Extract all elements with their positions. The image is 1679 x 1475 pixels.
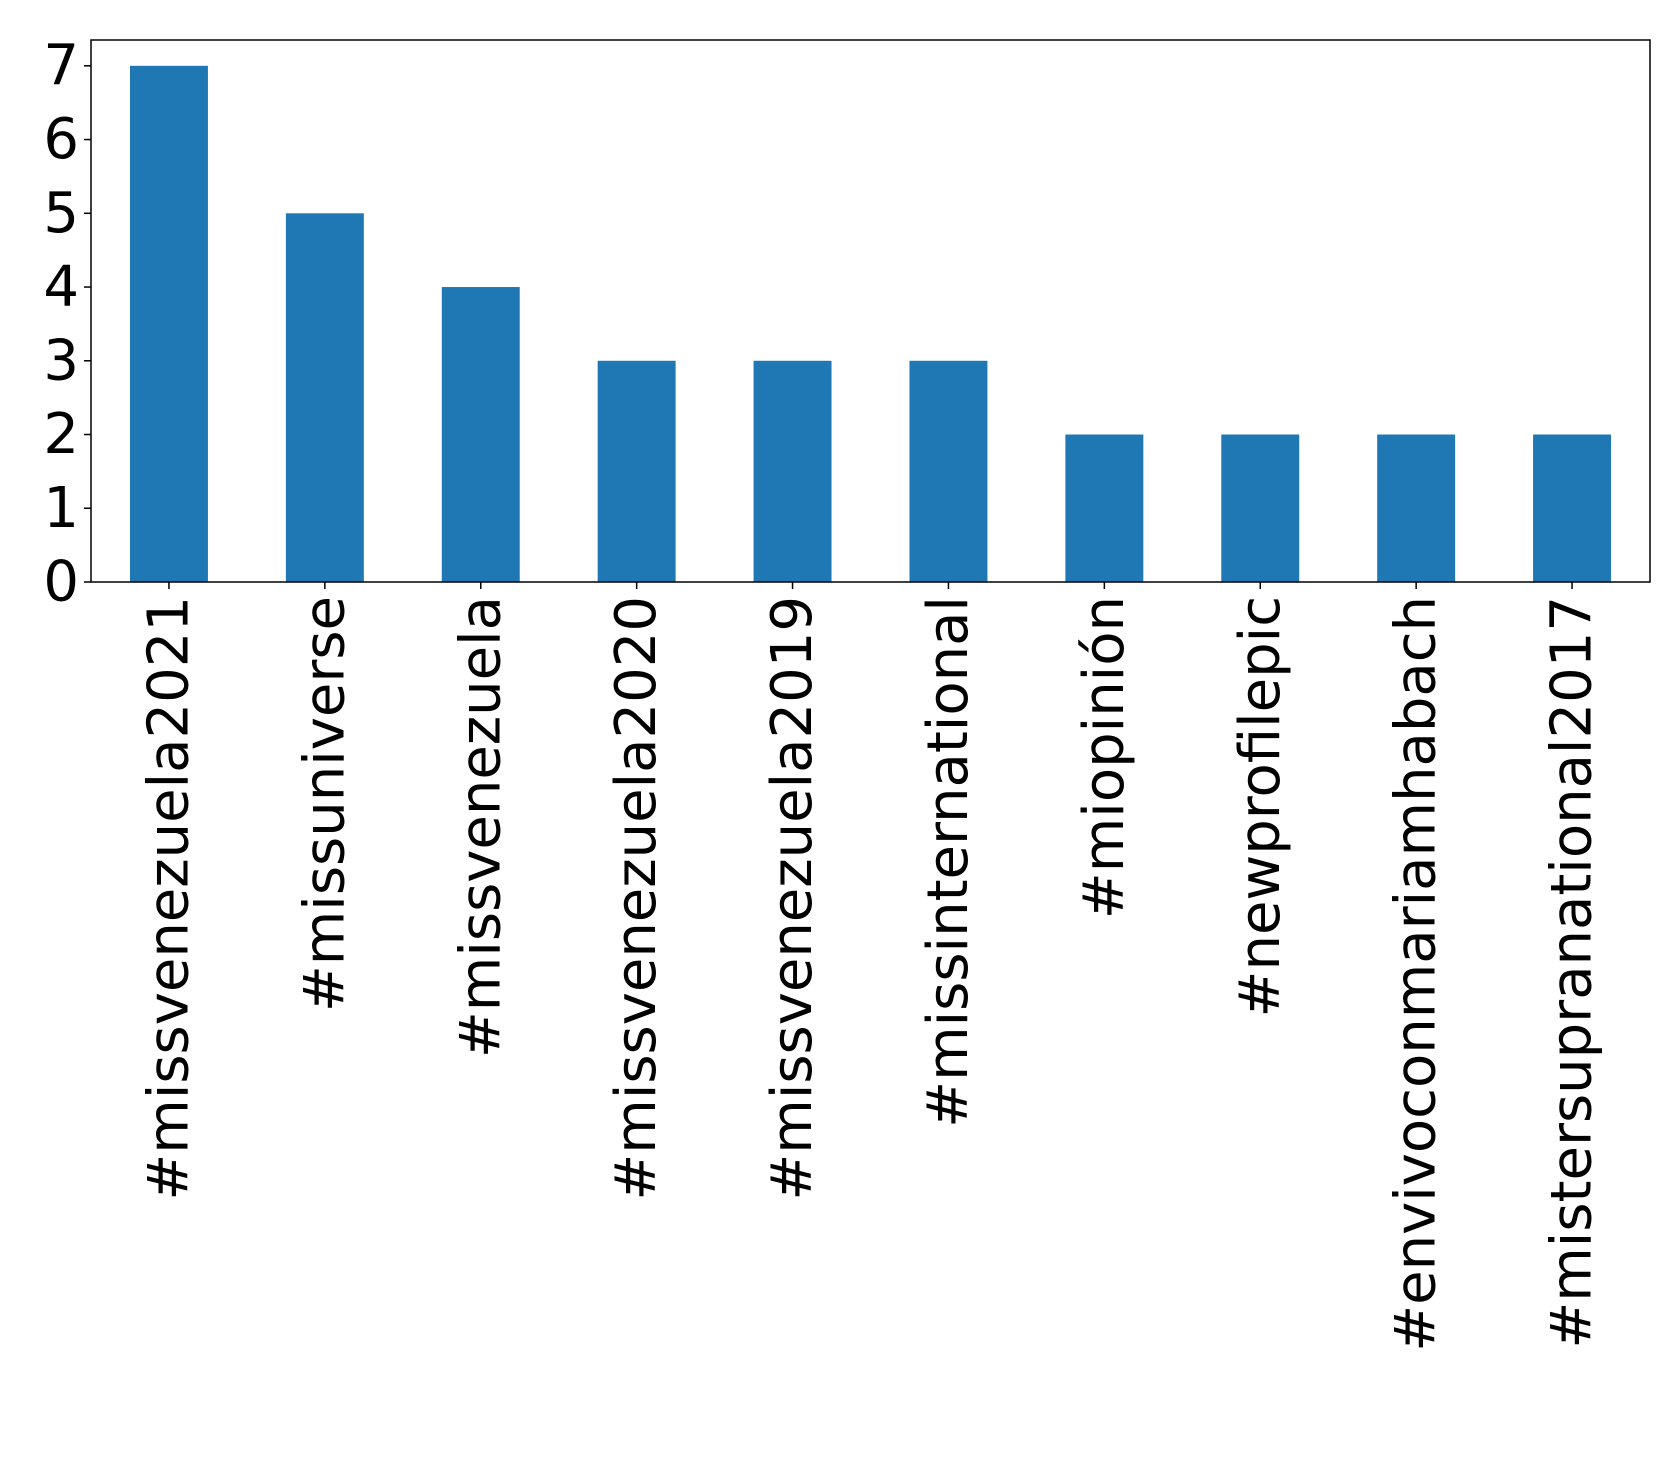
ticks-layer: #missvenezuela2021 #missuniverse #missvene… [43, 33, 1604, 1351]
x-tick-label-4: #missvenezuela2019 [760, 596, 825, 1201]
y-tick-label-7: 7 [43, 33, 79, 98]
x-tick-label-9: #mistersupranational2017 [1540, 596, 1605, 1349]
bars-layer [129, 65, 1612, 583]
x-tick-label-7: #newprofilepic [1228, 596, 1293, 1017]
y-tick-label-2: 2 [43, 402, 79, 467]
y-tick-label-5: 5 [43, 181, 79, 246]
x-tick-label-2: #missvenezuela [448, 596, 513, 1058]
bar-6 [1065, 434, 1144, 582]
bar-9 [1533, 434, 1612, 582]
x-tick-label-0: #missvenezuela2021 [136, 596, 201, 1201]
y-tick-label-4: 4 [43, 255, 79, 320]
x-tick-label-8: #envivoconmariamhabach [1384, 596, 1449, 1352]
bar-1 [285, 213, 364, 582]
bar-7 [1221, 434, 1300, 582]
y-tick-label-1: 1 [43, 476, 79, 541]
x-tick-label-6: #miopinión [1072, 596, 1137, 919]
bar-0 [129, 65, 208, 583]
bar-5 [909, 360, 988, 582]
y-tick-label-0: 0 [43, 550, 79, 615]
y-tick-label-3: 3 [43, 328, 79, 393]
bar-4 [753, 360, 832, 582]
x-tick-label-1: #missuniverse [292, 596, 357, 1012]
x-tick-label-3: #missvenezuela2020 [604, 596, 669, 1201]
bar-3 [597, 360, 676, 582]
bar-2 [441, 287, 520, 582]
y-tick-label-6: 6 [43, 107, 79, 172]
plot-area-frame [90, 39, 1651, 583]
bar-8 [1377, 434, 1456, 582]
x-tick-label-5: #missinternational [916, 596, 981, 1128]
